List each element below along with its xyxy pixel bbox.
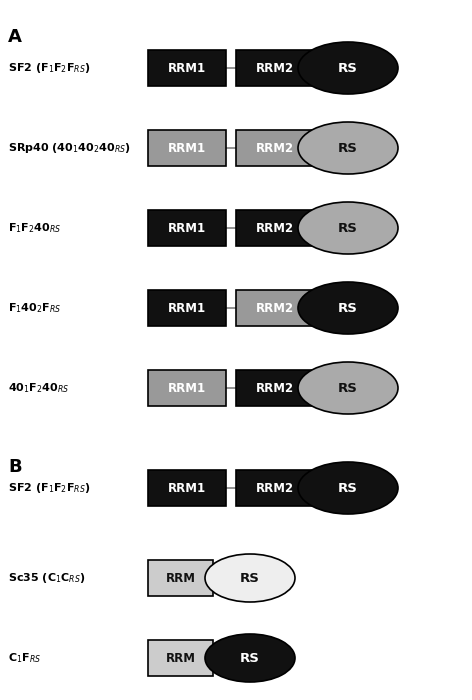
FancyBboxPatch shape — [148, 560, 213, 596]
Text: RS: RS — [338, 482, 358, 494]
Text: RRM1: RRM1 — [168, 302, 206, 314]
Text: RRM1: RRM1 — [168, 221, 206, 234]
Text: F$_1$F$_2$40$_{RS}$: F$_1$F$_2$40$_{RS}$ — [8, 221, 61, 235]
FancyBboxPatch shape — [148, 130, 226, 166]
FancyBboxPatch shape — [148, 640, 213, 676]
FancyBboxPatch shape — [236, 290, 314, 326]
Text: RRM: RRM — [166, 652, 195, 664]
Text: RS: RS — [240, 652, 260, 664]
Text: RRM2: RRM2 — [256, 302, 294, 314]
Text: SF2 (F$_1$F$_2$F$_{RS}$): SF2 (F$_1$F$_2$F$_{RS}$) — [8, 481, 91, 495]
Text: RRM2: RRM2 — [256, 221, 294, 234]
FancyBboxPatch shape — [148, 50, 226, 86]
Ellipse shape — [298, 362, 398, 414]
Ellipse shape — [298, 282, 398, 334]
Text: RRM2: RRM2 — [256, 141, 294, 155]
Text: SF2 (F$_1$F$_2$F$_{RS}$): SF2 (F$_1$F$_2$F$_{RS}$) — [8, 61, 91, 75]
Text: Sc35 (C$_1$C$_{RS}$): Sc35 (C$_1$C$_{RS}$) — [8, 571, 85, 585]
FancyBboxPatch shape — [236, 210, 314, 246]
Text: RRM1: RRM1 — [168, 482, 206, 494]
Text: RS: RS — [338, 141, 358, 155]
Ellipse shape — [205, 554, 295, 602]
Ellipse shape — [298, 42, 398, 94]
FancyBboxPatch shape — [236, 370, 314, 406]
Text: RS: RS — [338, 382, 358, 395]
Text: A: A — [8, 28, 22, 46]
FancyBboxPatch shape — [236, 130, 314, 166]
Ellipse shape — [205, 634, 295, 682]
Text: RRM1: RRM1 — [168, 62, 206, 74]
Text: RS: RS — [338, 62, 358, 74]
Text: B: B — [8, 458, 22, 476]
Text: SRp40 (40$_1$40$_2$40$_{RS}$): SRp40 (40$_1$40$_2$40$_{RS}$) — [8, 141, 131, 155]
Text: RS: RS — [338, 221, 358, 234]
Text: RRM: RRM — [166, 571, 195, 584]
FancyBboxPatch shape — [236, 50, 314, 86]
FancyBboxPatch shape — [148, 370, 226, 406]
Text: RRM2: RRM2 — [256, 382, 294, 395]
Text: RS: RS — [338, 302, 358, 314]
Text: 40$_1$F$_2$40$_{RS}$: 40$_1$F$_2$40$_{RS}$ — [8, 381, 69, 395]
Text: RRM2: RRM2 — [256, 62, 294, 74]
Text: C$_1$F$_{RS}$: C$_1$F$_{RS}$ — [8, 651, 42, 665]
Text: RRM1: RRM1 — [168, 382, 206, 395]
Ellipse shape — [298, 202, 398, 254]
Text: RS: RS — [240, 571, 260, 584]
FancyBboxPatch shape — [236, 470, 314, 506]
Text: F$_1$40$_2$F$_{RS}$: F$_1$40$_2$F$_{RS}$ — [8, 301, 61, 315]
Ellipse shape — [298, 462, 398, 514]
FancyBboxPatch shape — [148, 290, 226, 326]
Text: RRM1: RRM1 — [168, 141, 206, 155]
FancyBboxPatch shape — [148, 210, 226, 246]
Ellipse shape — [298, 122, 398, 174]
Text: RRM2: RRM2 — [256, 482, 294, 494]
FancyBboxPatch shape — [148, 470, 226, 506]
